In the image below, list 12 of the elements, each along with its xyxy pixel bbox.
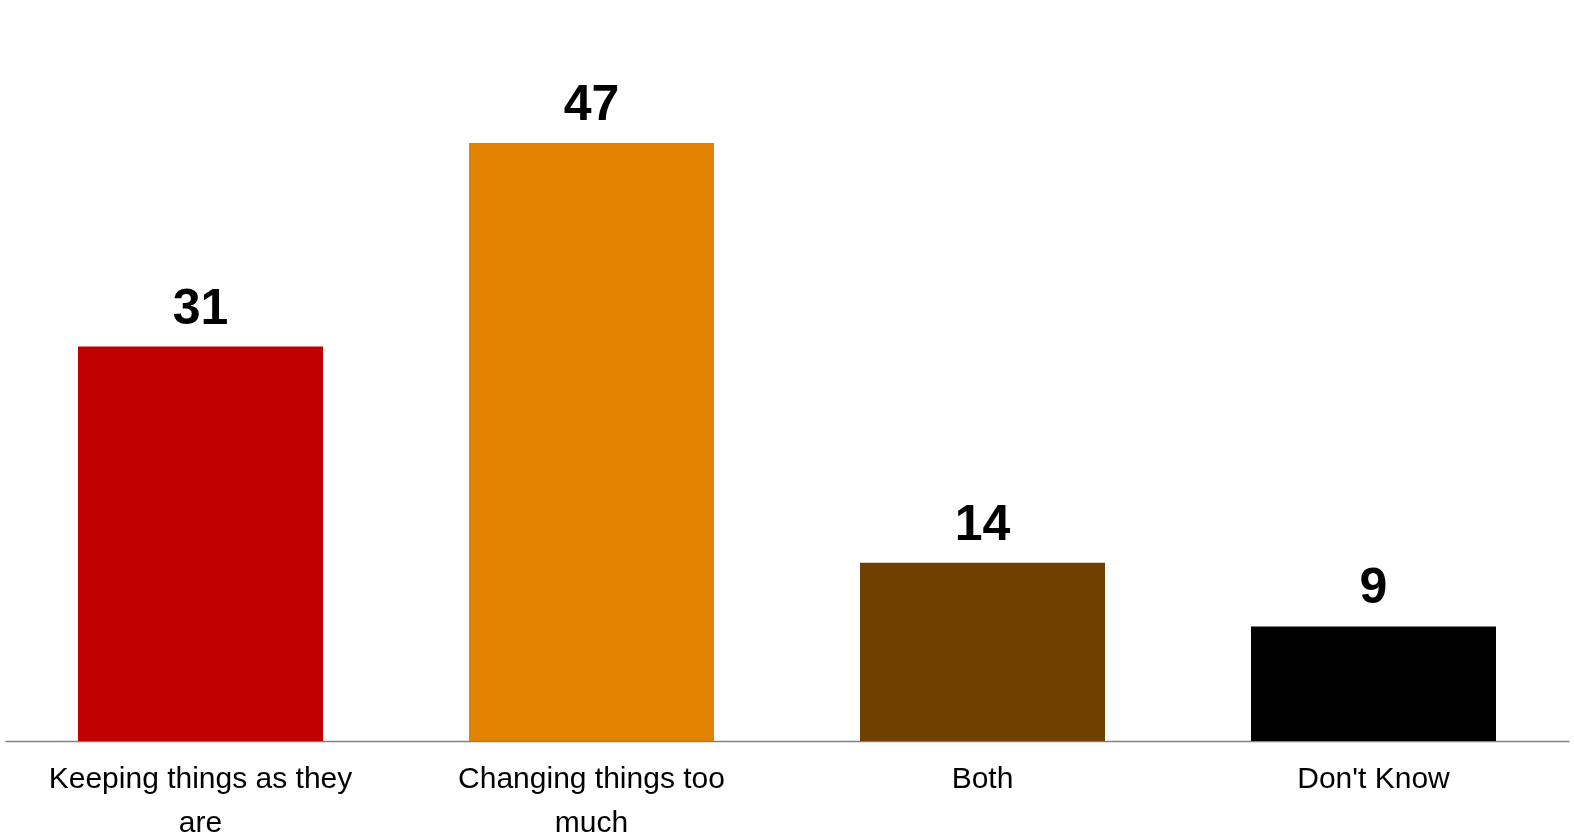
data-label: 9 bbox=[1359, 558, 1388, 615]
data-label: 47 bbox=[563, 75, 620, 131]
bar bbox=[1251, 626, 1496, 741]
bar bbox=[78, 346, 323, 741]
bar bbox=[860, 562, 1105, 741]
bar bbox=[469, 143, 714, 741]
x-tick-label: Changing things too much bbox=[458, 760, 725, 837]
x-tick-label: Don't Know bbox=[1297, 760, 1451, 794]
data-label: 14 bbox=[954, 494, 1011, 551]
x-tick-label: Both bbox=[951, 760, 1014, 794]
data-label: 31 bbox=[172, 278, 229, 335]
x-tick-label: Keeping things as they are bbox=[48, 760, 353, 837]
